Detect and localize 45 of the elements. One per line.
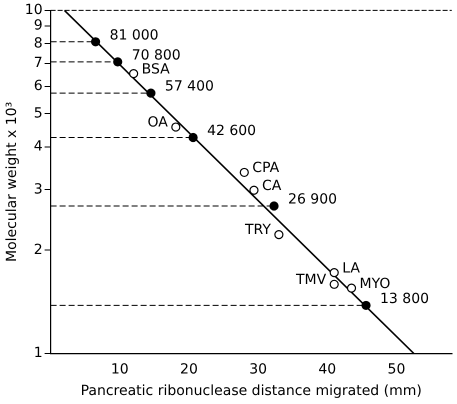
annotation: 26 900 [288, 192, 338, 208]
point [269, 201, 279, 211]
y-tick-label: 10 [24, 2, 43, 18]
data-label: LA [342, 260, 360, 276]
point [90, 37, 100, 46]
point [346, 284, 356, 293]
annotation: 81 000 [110, 27, 159, 44]
y-tick-label: 2 [34, 242, 43, 258]
x-tick-label: 50 [388, 361, 406, 378]
point [274, 230, 284, 240]
point [361, 300, 371, 310]
point [330, 268, 339, 278]
point [113, 57, 122, 66]
x-axis-title: Pancreatic ribonuclease distance migrated (mm) [80, 383, 422, 400]
point [240, 168, 249, 178]
data-label: TRY [244, 222, 272, 238]
data-label: MYO [360, 276, 390, 292]
x-tick-label: 30 [249, 361, 268, 378]
data-label: OA [147, 114, 168, 131]
point [188, 132, 198, 142]
data-label: CPA [252, 160, 280, 176]
point [146, 88, 156, 98]
point [171, 122, 180, 132]
annotation: 13 800 [380, 291, 430, 308]
x-tick-label: 20 [180, 361, 198, 378]
point [330, 280, 339, 289]
data-label: TMV [295, 272, 327, 288]
data-label: BSA [142, 61, 170, 78]
y-tick-label: 7 [34, 55, 43, 72]
y-axis-title: Molecular weight x 10³ [4, 102, 20, 262]
y-tick-label: 9 [34, 18, 43, 34]
x-tick-label: 40 [318, 361, 336, 378]
annotation: 70 800 [132, 47, 181, 64]
x-tick-label: 10 [110, 361, 129, 378]
y-tick-label: 4 [34, 138, 43, 155]
data-label: CA [262, 178, 282, 194]
y-tick-label: 3 [34, 181, 43, 198]
annotation: 57 400 [164, 78, 214, 95]
y-tick-label: 8 [34, 35, 43, 52]
point [249, 186, 259, 195]
annotation: 42 600 [207, 123, 256, 140]
y-tick-label: 1 [34, 345, 43, 362]
y-tick-label: 5 [34, 105, 43, 122]
point [129, 69, 138, 78]
y-tick-label: 6 [34, 78, 43, 94]
